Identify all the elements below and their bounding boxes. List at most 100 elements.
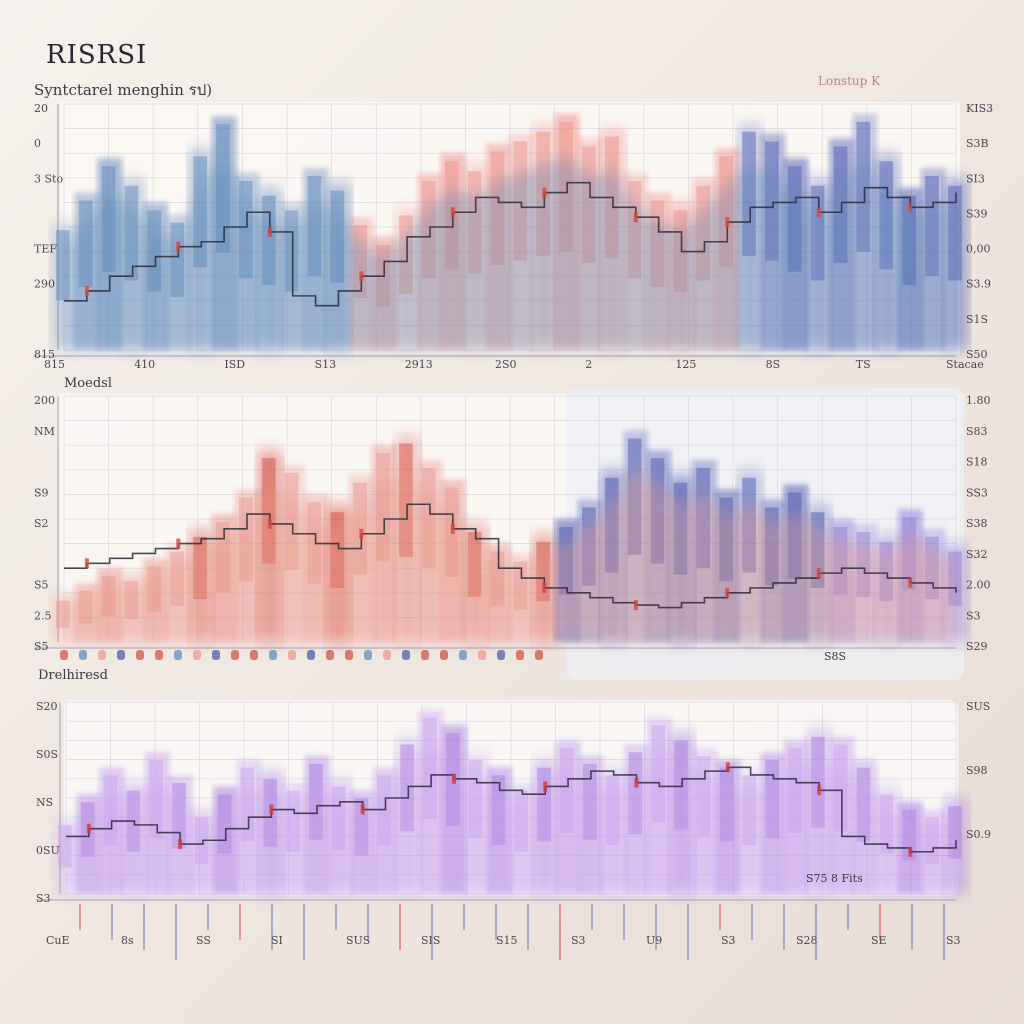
marker-point — [542, 187, 547, 198]
marker-point — [451, 773, 456, 784]
marker-point — [269, 804, 274, 815]
panel-3-label: Drelhiresd — [38, 668, 108, 683]
marker-point — [908, 202, 913, 213]
x-tick: SE — [871, 934, 887, 947]
y-tick-left: 0 — [34, 137, 41, 150]
x-tick: CuE — [46, 934, 70, 947]
legend-swatch — [174, 650, 182, 660]
y-tick-right: S0.9 — [966, 828, 991, 841]
x-tick: S3 — [721, 934, 736, 947]
x-tick: 410 — [134, 358, 155, 371]
legend-swatch — [364, 650, 372, 660]
series-area-2 — [64, 468, 956, 642]
y-tick-right: S1S — [966, 313, 988, 326]
header-note: Lonstup K — [818, 74, 881, 88]
y-tick-right: KIS3 — [966, 102, 993, 115]
x-tick: 2S0 — [495, 358, 517, 371]
marker-point — [267, 226, 272, 237]
marker-point — [542, 582, 547, 593]
legend-swatch — [231, 650, 239, 660]
legend-swatch — [535, 650, 543, 660]
marker-point — [908, 846, 913, 857]
marker-point — [633, 600, 638, 611]
legend-swatch — [402, 650, 410, 660]
y-tick-left: 200 — [34, 394, 55, 407]
x-tick: 2913 — [405, 358, 433, 371]
y-tick-left: S5 — [34, 579, 49, 592]
y-tick-right: S83 — [966, 425, 988, 438]
marker-point — [543, 781, 548, 792]
legend-swatch — [478, 650, 486, 660]
marker-point — [86, 823, 91, 834]
x-tick: 815 — [44, 358, 65, 371]
y-tick-left: 20 — [34, 102, 48, 115]
y-tick-left: S5 — [34, 640, 49, 653]
y-tick-left: 290 — [34, 278, 55, 291]
y-tick-left: S2 — [34, 517, 49, 530]
series-line-3 — [66, 766, 957, 853]
y-tick-right: S29 — [966, 640, 988, 653]
legend-swatch — [288, 650, 296, 660]
legend-swatch — [307, 650, 315, 660]
x-tick: SS — [196, 934, 211, 947]
x-tick: U9 — [646, 934, 662, 947]
marker-point — [725, 587, 730, 598]
y-tick-left: NM — [34, 425, 55, 438]
legend-swatch — [516, 650, 524, 660]
y-tick-right: S3.9 — [966, 278, 991, 291]
legend-swatch — [79, 650, 87, 660]
x-tick: SIS — [421, 934, 440, 947]
marker-point — [176, 538, 181, 549]
x-tick: S28 — [796, 934, 818, 947]
legend-swatch — [193, 650, 201, 660]
legend-swatch — [497, 650, 505, 660]
legend-swatch — [345, 650, 353, 660]
legend-swatch — [459, 650, 467, 660]
y-tick-left: S3 — [36, 892, 51, 905]
page-title: RISRSI — [46, 40, 148, 70]
x-tick: S3 — [571, 934, 586, 947]
y-tick-left: S0S — [36, 748, 58, 761]
marker-point — [634, 777, 639, 788]
y-tick-right: S3B — [966, 137, 989, 150]
x-tick: 2 — [585, 358, 592, 371]
x-tick: S15 — [496, 934, 518, 947]
series-line-1 — [64, 181, 957, 307]
x-tick: SUS — [346, 934, 370, 947]
marker-point — [178, 839, 183, 850]
y-tick-left: S9 — [34, 486, 49, 499]
series-area-3 — [66, 742, 956, 894]
marker-point — [359, 271, 364, 282]
marker-point — [84, 285, 89, 296]
legend-swatch — [440, 650, 448, 660]
y-tick-right: S39 — [966, 207, 988, 220]
y-tick-right: S50 — [966, 348, 988, 361]
legend-swatch — [98, 650, 106, 660]
legend-label-3: S75 8 Fits — [806, 872, 863, 885]
x-tick: SI — [271, 934, 283, 947]
y-tick-right: SI3 — [966, 172, 985, 185]
legend-swatch — [326, 650, 334, 660]
marker-point — [450, 207, 455, 218]
marker-point — [359, 528, 364, 539]
x-tick: S13 — [315, 358, 337, 371]
marker-point — [816, 207, 821, 218]
y-tick-right: S32 — [966, 548, 988, 561]
x-tick: S3 — [946, 934, 961, 947]
marker-point — [816, 568, 821, 579]
marker-point — [725, 762, 730, 773]
panel-2-label: Moedsl — [64, 376, 112, 391]
legend-swatch — [136, 650, 144, 660]
y-tick-left: S20 — [36, 700, 58, 713]
marker-point — [176, 241, 181, 252]
marker-point — [450, 523, 455, 534]
x-tick: 8s — [121, 934, 134, 947]
marker-point — [360, 804, 365, 815]
legend-label-2: S8S — [824, 650, 846, 663]
y-tick-right: 2.00 — [966, 579, 991, 592]
legend-swatch — [117, 650, 125, 660]
x-tick: TS — [856, 358, 871, 371]
series-area-1 — [64, 156, 956, 350]
y-tick-left: 3 Sto — [34, 172, 63, 185]
